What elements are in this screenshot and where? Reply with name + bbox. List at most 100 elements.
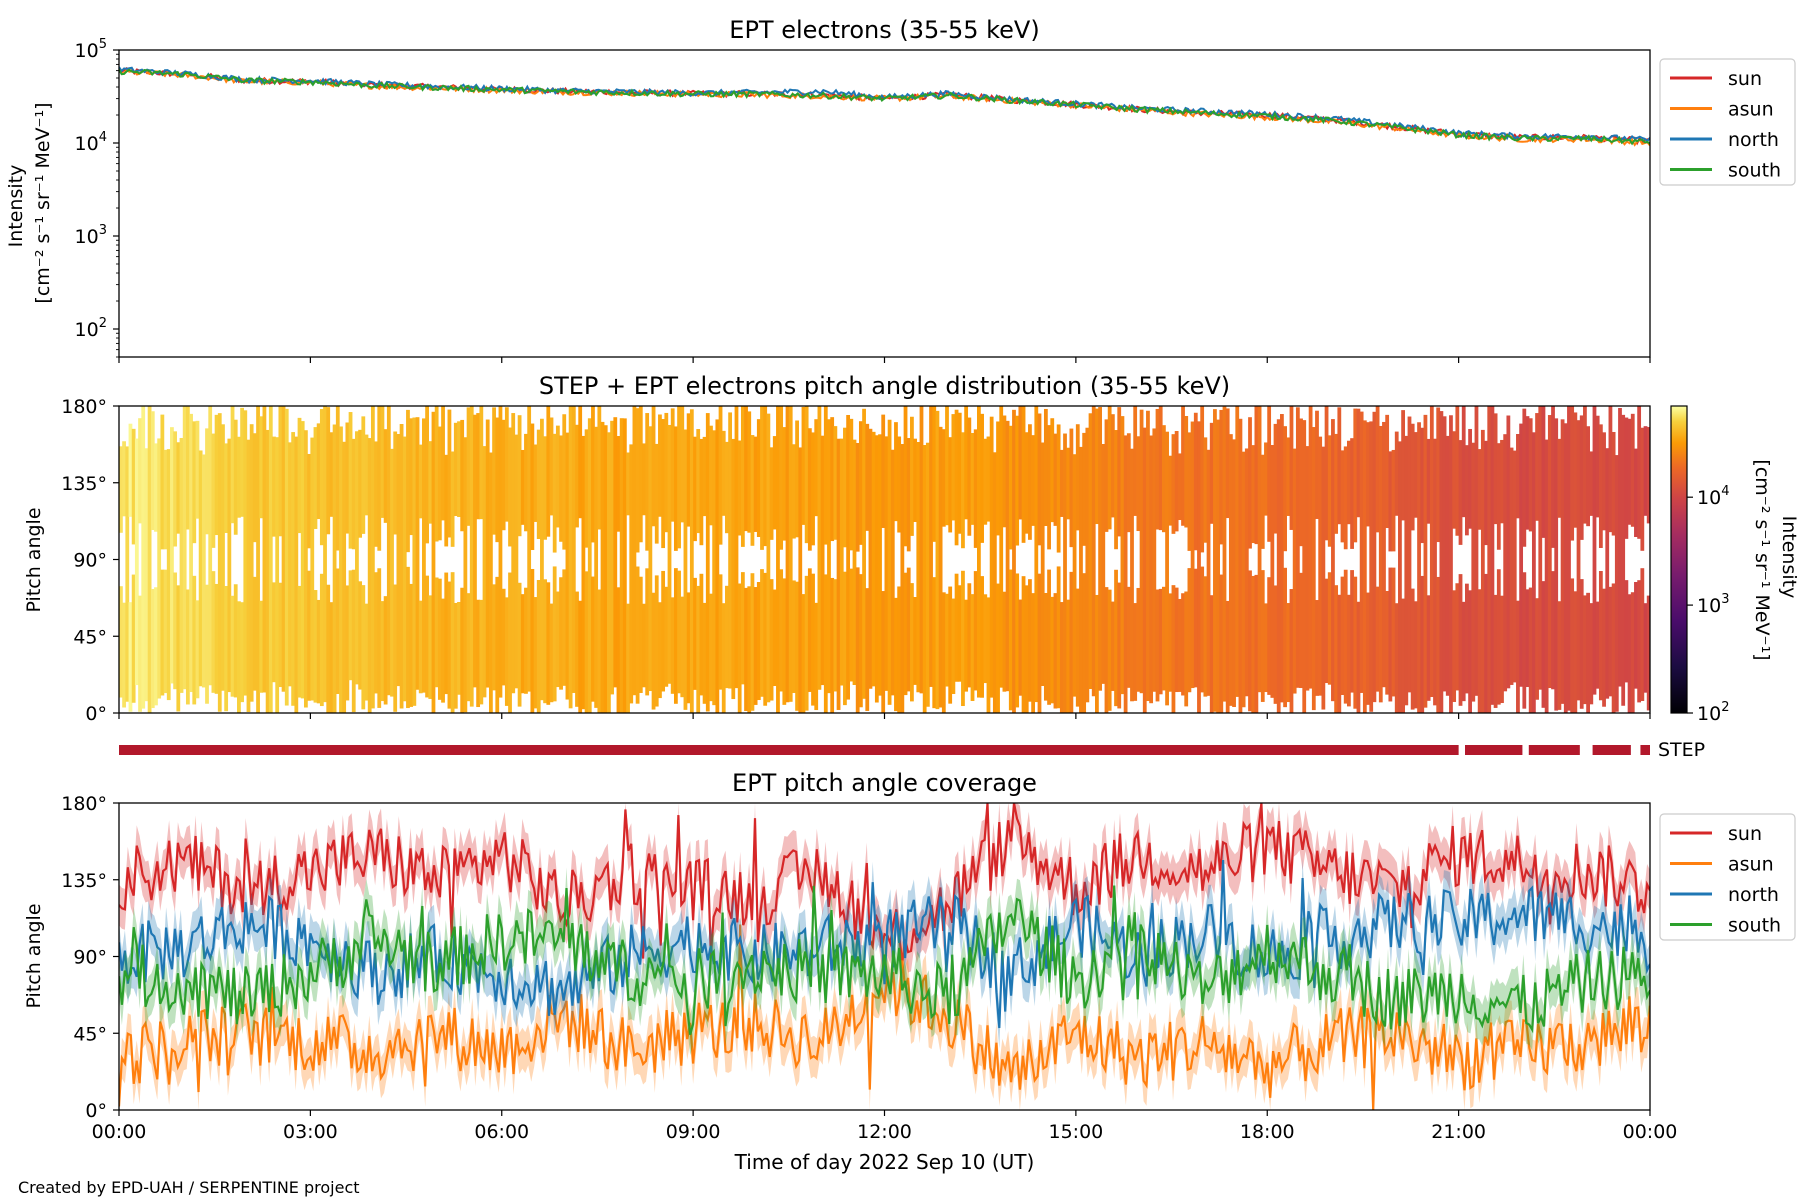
- pad-cell: [1340, 450, 1345, 543]
- pad-cell: [1605, 448, 1610, 699]
- pad-cell: [1165, 431, 1169, 706]
- pad-cell: [747, 411, 752, 533]
- pad-cell: [900, 444, 905, 713]
- pad-cell: [948, 437, 953, 533]
- pad-cell: [779, 406, 784, 550]
- pad-cell: [460, 419, 465, 532]
- pad-cell: [833, 579, 838, 692]
- pad-cell: [284, 408, 289, 706]
- pad-cell: [1356, 408, 1361, 518]
- pad-cell: [536, 429, 541, 540]
- pad-cell: [441, 406, 445, 521]
- pad-cell: [1528, 587, 1533, 713]
- step-label: STEP: [1658, 739, 1705, 761]
- pad-cell: [1394, 431, 1399, 516]
- pad-cell: [1586, 592, 1590, 713]
- pad-cell: [1637, 406, 1642, 539]
- x-axis-label: Time of day 2022 Sep 10 (UT): [734, 1150, 1035, 1174]
- pad-cell: [272, 436, 276, 537]
- pad-cell: [661, 570, 666, 692]
- pad-cell: [281, 406, 286, 692]
- pad-cell: [744, 587, 748, 711]
- pad-cell: [970, 594, 975, 701]
- pad-cell: [823, 406, 828, 545]
- pad-cell: [1433, 438, 1437, 706]
- pad-cell: [1187, 568, 1192, 693]
- pad-cell: [447, 409, 452, 538]
- pad-cell: [651, 592, 656, 710]
- pad-cell: [192, 421, 197, 544]
- pad-cell: [1321, 446, 1326, 710]
- pad-cell: [1043, 592, 1048, 701]
- pad-cell: [964, 406, 969, 520]
- pad-cell: [1069, 428, 1074, 548]
- pad-cell: [881, 414, 886, 528]
- pad-cell: [1206, 449, 1211, 696]
- pad-cell: [967, 583, 972, 688]
- pad-cell: [179, 437, 184, 693]
- pad-cell: [1535, 413, 1539, 521]
- pad-cell: [575, 591, 579, 707]
- pad-cell: [361, 585, 366, 710]
- pad-cell: [584, 429, 589, 548]
- pad-cell: [865, 588, 870, 711]
- pad-cell: [616, 436, 621, 532]
- pad-cell: [163, 569, 168, 694]
- coverage-y-tick-label: 45°: [73, 1023, 107, 1045]
- pad-y-ticks: 0° 45° 90° 135° 180°: [61, 396, 119, 725]
- pad-cell: [406, 409, 410, 553]
- pad-cell: [1200, 566, 1205, 693]
- pad-cell: [1551, 406, 1555, 548]
- pad-y-tick-label: 180°: [61, 396, 107, 418]
- pad-cell: [1350, 570, 1354, 693]
- pad-cell: [1516, 434, 1520, 519]
- pad-cell: [750, 435, 755, 546]
- pad-cell: [1563, 423, 1568, 713]
- pad-cell: [737, 583, 742, 713]
- pad-cell: [626, 603, 630, 713]
- pad-cell: [731, 438, 736, 700]
- pad-cell: [1334, 433, 1339, 534]
- pad-cell: [1608, 406, 1613, 533]
- pad-cell: [1069, 571, 1074, 713]
- pad-cell: [138, 595, 142, 712]
- pad-cell: [406, 566, 410, 709]
- pad-cell: [699, 438, 704, 546]
- pad-cell: [1155, 589, 1160, 702]
- pad-cell: [252, 576, 257, 691]
- pad-cell: [1547, 415, 1552, 689]
- pad-cell: [709, 593, 713, 702]
- pad-cell: [1248, 417, 1252, 549]
- pad-cell: [1471, 442, 1476, 702]
- pad-cell: [1082, 573, 1087, 713]
- pad-cell: [1570, 578, 1575, 713]
- pad-cell: [1366, 592, 1370, 705]
- coverage-x-ticks: 00:00 03:00 06:00 09:00 12:00 15:00 18:00 21:00…: [92, 1110, 1677, 1143]
- pad-cell: [1375, 406, 1380, 533]
- pad-cell: [380, 601, 385, 702]
- pad-cell: [473, 414, 477, 688]
- pad-cell: [530, 423, 535, 551]
- intensity-legend-label-asun: asun: [1728, 99, 1774, 121]
- pad-ylabel: Pitch angle: [23, 507, 45, 612]
- pad-cell: [858, 574, 863, 708]
- pad-cell: [1168, 455, 1173, 526]
- pad-cell: [788, 406, 793, 702]
- pad-cell: [1028, 424, 1032, 540]
- pad-cell: [1544, 439, 1549, 713]
- pad-cell: [466, 407, 471, 526]
- pad-cell: [1324, 406, 1329, 541]
- pad-cell: [441, 598, 445, 703]
- pad-cell: [364, 603, 369, 701]
- pad-cell: [1299, 418, 1303, 547]
- x-tick-label: 15:00: [1048, 1121, 1103, 1143]
- pad-cell: [728, 412, 732, 689]
- pad-cell: [1327, 435, 1332, 547]
- pad-cell: [696, 585, 701, 713]
- pad-cell: [1398, 441, 1402, 713]
- pad-cell: [144, 448, 149, 702]
- pad-cell: [740, 406, 745, 547]
- pad-cell: [358, 429, 363, 538]
- pad-cell: [252, 433, 257, 543]
- pad-cell: [932, 577, 937, 709]
